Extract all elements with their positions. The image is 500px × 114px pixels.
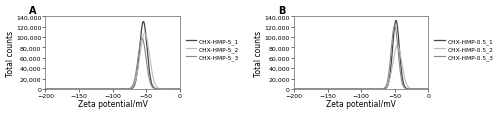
CHX-HMP-5_3	[176, 88, 182, 90]
X-axis label: Zeta potential/mV: Zeta potential/mV	[326, 100, 396, 109]
Line: CHX-HMP-5_1: CHX-HMP-5_1	[46, 22, 180, 89]
Legend: CHX-HMP-0.5_1, CHX-HMP-0.5_2, CHX-HMP-0.5_3: CHX-HMP-0.5_1, CHX-HMP-0.5_2, CHX-HMP-0.…	[434, 38, 494, 61]
CHX-HMP-5_2	[58, 88, 64, 90]
Y-axis label: Total counts: Total counts	[6, 30, 15, 76]
CHX-HMP-0.5_1	[425, 88, 431, 90]
CHX-HMP-5_1	[58, 88, 64, 90]
CHX-HMP-0.5_1	[393, 21, 399, 22]
CHX-HMP-0.5_2	[422, 88, 428, 90]
CHX-HMP-0.5_1	[342, 88, 348, 90]
CHX-HMP-5_1	[160, 88, 166, 90]
CHX-HMP-0.5_1	[306, 88, 312, 90]
CHX-HMP-5_1	[174, 88, 180, 90]
CHX-HMP-5_2	[100, 88, 105, 90]
CHX-HMP-0.5_1	[314, 88, 320, 90]
CHX-HMP-5_3	[174, 88, 180, 90]
CHX-HMP-0.5_2	[425, 88, 431, 90]
Line: CHX-HMP-0.5_2: CHX-HMP-0.5_2	[294, 45, 428, 89]
CHX-HMP-0.5_3	[408, 88, 414, 90]
CHX-HMP-0.5_2	[314, 88, 320, 90]
Y-axis label: Total counts: Total counts	[254, 30, 263, 76]
CHX-HMP-5_3	[42, 88, 48, 90]
CHX-HMP-5_2	[176, 88, 182, 90]
CHX-HMP-5_2	[174, 88, 180, 90]
X-axis label: Zeta potential/mV: Zeta potential/mV	[78, 100, 148, 109]
CHX-HMP-0.5_3	[348, 88, 354, 90]
CHX-HMP-5_2	[42, 88, 48, 90]
CHX-HMP-5_3	[94, 88, 100, 90]
CHX-HMP-0.5_1	[422, 88, 428, 90]
Text: A: A	[30, 6, 37, 16]
CHX-HMP-5_1	[176, 88, 182, 90]
CHX-HMP-5_2	[66, 88, 71, 90]
CHX-HMP-0.5_1	[348, 88, 354, 90]
CHX-HMP-0.5_3	[342, 88, 348, 90]
CHX-HMP-0.5_3	[425, 88, 431, 90]
CHX-HMP-0.5_2	[291, 88, 297, 90]
CHX-HMP-5_2	[94, 88, 100, 90]
CHX-HMP-0.5_3	[314, 88, 320, 90]
Line: CHX-HMP-5_3: CHX-HMP-5_3	[46, 39, 180, 89]
CHX-HMP-0.5_1	[291, 88, 297, 90]
CHX-HMP-5_2	[142, 33, 148, 34]
CHX-HMP-0.5_2	[348, 88, 354, 90]
CHX-HMP-5_3	[100, 88, 105, 90]
CHX-HMP-5_3	[160, 88, 166, 90]
CHX-HMP-0.5_3	[306, 88, 312, 90]
CHX-HMP-0.5_3	[291, 88, 297, 90]
CHX-HMP-5_1	[140, 22, 146, 23]
CHX-HMP-5_3	[139, 38, 145, 39]
Line: CHX-HMP-0.5_1: CHX-HMP-0.5_1	[294, 21, 428, 89]
CHX-HMP-0.5_2	[306, 88, 312, 90]
CHX-HMP-5_1	[42, 88, 48, 90]
CHX-HMP-5_1	[66, 88, 71, 90]
CHX-HMP-5_2	[160, 88, 166, 90]
CHX-HMP-0.5_3	[392, 26, 398, 27]
CHX-HMP-5_1	[100, 88, 105, 90]
CHX-HMP-0.5_2	[342, 88, 348, 90]
CHX-HMP-5_3	[58, 88, 64, 90]
Legend: CHX-HMP-5_1, CHX-HMP-5_2, CHX-HMP-5_3: CHX-HMP-5_1, CHX-HMP-5_2, CHX-HMP-5_3	[185, 38, 240, 61]
Line: CHX-HMP-0.5_3: CHX-HMP-0.5_3	[294, 26, 428, 89]
CHX-HMP-0.5_3	[422, 88, 428, 90]
CHX-HMP-0.5_2	[408, 88, 414, 89]
CHX-HMP-5_1	[94, 88, 100, 90]
Text: B: B	[278, 6, 285, 16]
CHX-HMP-0.5_1	[408, 88, 414, 90]
Line: CHX-HMP-5_2: CHX-HMP-5_2	[46, 34, 180, 89]
CHX-HMP-0.5_2	[394, 45, 400, 46]
CHX-HMP-5_3	[66, 88, 71, 90]
